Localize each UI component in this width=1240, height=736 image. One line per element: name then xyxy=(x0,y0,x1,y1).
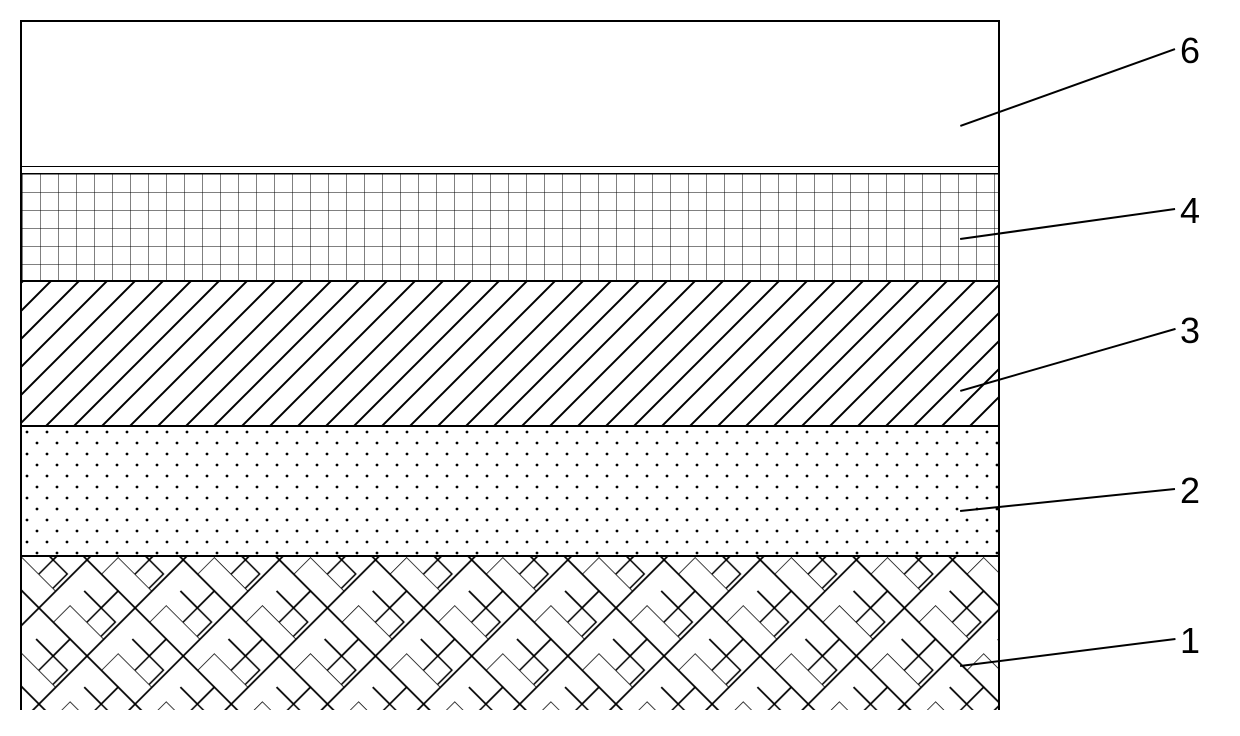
layer-stack xyxy=(20,20,1000,710)
label-6: 6 xyxy=(1180,30,1200,72)
label-4: 4 xyxy=(1180,190,1200,232)
layer-1 xyxy=(22,555,998,710)
layer-6 xyxy=(22,22,998,172)
layer-3 xyxy=(22,280,998,425)
label-1: 1 xyxy=(1180,620,1200,662)
layer-diagram: 6 4 3 2 1 xyxy=(20,20,1220,716)
layer-2 xyxy=(22,425,998,555)
layer-4 xyxy=(22,172,998,280)
label-2: 2 xyxy=(1180,470,1200,512)
thin-separator-bar xyxy=(22,166,998,174)
label-3: 3 xyxy=(1180,310,1200,352)
